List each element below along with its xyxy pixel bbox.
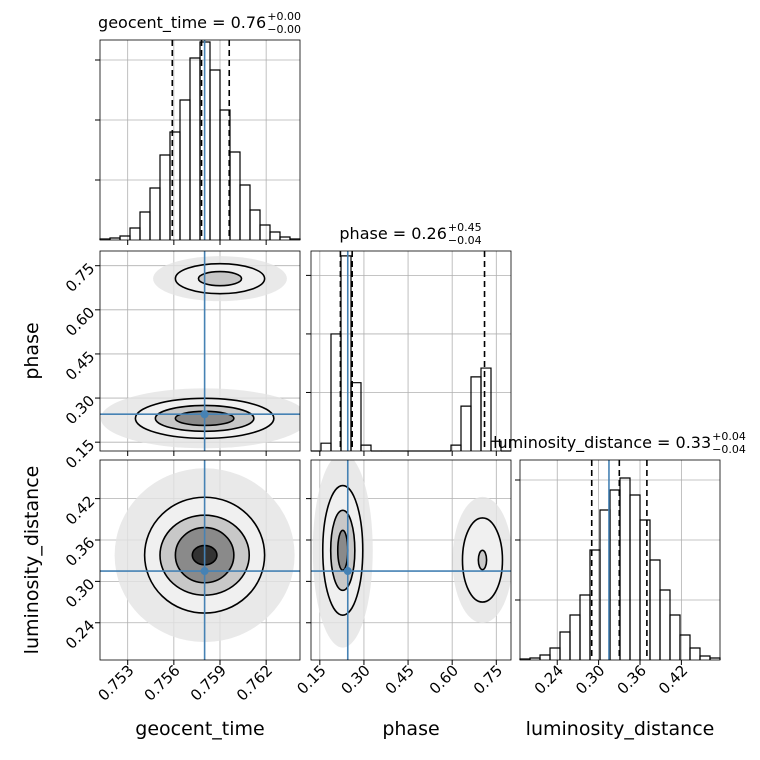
- histogram-bin: [539, 654, 551, 660]
- histogram-bin: [189, 57, 201, 240]
- y-axis-label: phase: [21, 322, 43, 379]
- truth-point: [200, 410, 209, 419]
- x-tick-label: 0.60: [426, 662, 462, 698]
- y-tick-label: 0.45: [62, 348, 98, 384]
- x-tick-label: 0.30: [337, 662, 373, 698]
- histogram-bin: [119, 235, 131, 240]
- y-tick-label: 0.15: [62, 436, 98, 472]
- x-tick-label: 0.42: [655, 662, 691, 698]
- histogram-bin: [639, 519, 651, 660]
- panel-title: geocent_time = 0.76: [98, 13, 266, 33]
- panel-frame: [310, 459, 512, 661]
- histogram-bin: [579, 594, 591, 660]
- panel-frame: [99, 459, 301, 661]
- x-axis-label: luminosity_distance: [526, 718, 715, 740]
- histogram-bin: [149, 187, 161, 240]
- histogram-bin: [559, 631, 571, 660]
- x-tick-label: 0.75: [470, 662, 506, 698]
- panel-title: luminosity_distance = 0.33: [493, 433, 711, 453]
- histogram-bin: [689, 647, 701, 660]
- histogram-bin: [229, 151, 241, 240]
- truth-point: [343, 567, 352, 576]
- panel-frame: [99, 39, 301, 241]
- panel-frame: [310, 250, 512, 452]
- histogram-bin: [470, 376, 482, 451]
- x-tick-label: 0.753: [94, 662, 137, 705]
- title-upper-error: +0.00: [267, 10, 301, 23]
- y-tick-label: 0.60: [62, 303, 98, 339]
- histogram-bin: [669, 614, 681, 660]
- title-upper-error: +0.45: [448, 221, 482, 234]
- x-axis-label: phase: [382, 718, 439, 740]
- histogram-bin: [340, 255, 352, 451]
- x-tick-label: 0.756: [141, 662, 184, 705]
- histogram-bin: [699, 655, 711, 660]
- y-tick-label: 0.24: [62, 616, 98, 652]
- y-axis-label: luminosity_distance: [21, 466, 43, 655]
- histogram-bin: [129, 227, 141, 240]
- histogram-bin: [490, 440, 502, 451]
- histogram-bin: [269, 231, 281, 240]
- title-lower-error: −0.00: [267, 23, 301, 36]
- histogram-bin: [179, 99, 191, 240]
- y-tick-label: 0.30: [62, 392, 98, 428]
- histogram-bin: [460, 405, 472, 451]
- density: [100, 256, 300, 449]
- histogram-bin: [159, 154, 171, 240]
- histogram-bin: [139, 211, 151, 240]
- x-tick-label: 0.759: [187, 662, 230, 705]
- x-tick-label: 0.36: [614, 662, 650, 698]
- histogram-bin: [360, 444, 372, 451]
- histogram-bin: [659, 589, 671, 660]
- panel-frame: [99, 250, 301, 452]
- y-tick-label: 0.30: [62, 575, 98, 611]
- histogram-bin: [259, 224, 271, 240]
- panel-frame: [519, 459, 721, 661]
- x-tick-label: 0.24: [531, 662, 567, 698]
- truth-point: [200, 567, 209, 576]
- histogram-bin: [209, 69, 221, 240]
- y-tick-label: 0.75: [62, 259, 98, 295]
- x-tick-label: 0.45: [382, 662, 418, 698]
- y-tick-label: 0.42: [62, 492, 98, 528]
- contour: [477, 549, 488, 571]
- contour: [336, 529, 349, 572]
- histogram-bin: [629, 494, 641, 660]
- title-lower-error: −0.04: [712, 443, 746, 456]
- histogram-bin: [569, 614, 581, 660]
- histogram-bin: [549, 647, 561, 660]
- histogram-bin: [619, 477, 631, 660]
- histogram-bin: [169, 131, 181, 240]
- title-upper-error: +0.04: [712, 430, 746, 443]
- contour: [197, 270, 243, 287]
- x-tick-label: 0.15: [293, 662, 329, 698]
- histogram-bin: [279, 236, 291, 240]
- histogram-bin: [350, 382, 362, 451]
- title-lower-error: −0.04: [448, 234, 482, 247]
- histogram-bin: [480, 367, 492, 451]
- histogram-bin: [249, 209, 261, 240]
- panel-title: phase = 0.26: [339, 224, 446, 243]
- density: [312, 460, 511, 648]
- histogram-bin: [649, 559, 661, 660]
- histogram-bin: [320, 442, 332, 451]
- y-tick-label: 0.36: [62, 534, 98, 570]
- histogram-bin: [239, 184, 251, 240]
- x-tick-label: 0.762: [233, 662, 276, 705]
- histogram-bin: [609, 489, 621, 660]
- x-axis-label: geocent_time: [135, 718, 264, 740]
- x-tick-label: 0.30: [572, 662, 608, 698]
